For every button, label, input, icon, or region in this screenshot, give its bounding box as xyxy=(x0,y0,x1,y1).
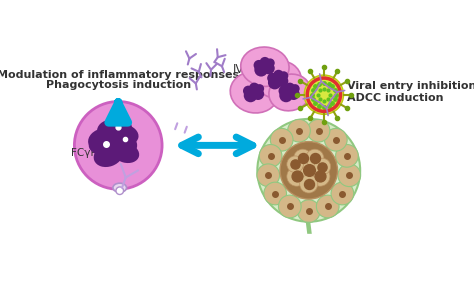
Circle shape xyxy=(279,71,288,80)
Circle shape xyxy=(314,158,331,175)
Circle shape xyxy=(254,60,264,71)
Ellipse shape xyxy=(109,124,138,146)
Circle shape xyxy=(249,83,260,93)
Ellipse shape xyxy=(112,143,139,163)
Circle shape xyxy=(288,88,300,100)
Circle shape xyxy=(276,75,288,87)
Ellipse shape xyxy=(269,74,311,111)
Ellipse shape xyxy=(256,61,301,98)
Ellipse shape xyxy=(88,128,121,152)
Circle shape xyxy=(265,58,275,67)
Circle shape xyxy=(325,128,347,151)
Circle shape xyxy=(279,89,293,102)
Circle shape xyxy=(291,84,300,93)
Circle shape xyxy=(260,57,270,67)
Circle shape xyxy=(244,89,257,102)
Text: Viral entry inhibition: Viral entry inhibition xyxy=(346,81,474,91)
Ellipse shape xyxy=(241,47,289,86)
Circle shape xyxy=(255,84,264,93)
Circle shape xyxy=(255,63,268,76)
Circle shape xyxy=(284,83,295,93)
Circle shape xyxy=(306,149,324,167)
Circle shape xyxy=(264,182,286,205)
Text: ADCC induction: ADCC induction xyxy=(346,93,443,103)
Circle shape xyxy=(307,119,330,142)
Circle shape xyxy=(263,62,275,74)
Circle shape xyxy=(288,119,310,142)
Ellipse shape xyxy=(95,130,137,161)
Circle shape xyxy=(331,182,354,205)
Circle shape xyxy=(116,187,124,195)
Circle shape xyxy=(338,164,361,187)
Circle shape xyxy=(74,101,162,189)
Circle shape xyxy=(267,73,278,84)
Circle shape xyxy=(316,195,339,218)
Circle shape xyxy=(298,160,319,181)
Circle shape xyxy=(310,166,330,186)
Ellipse shape xyxy=(89,136,113,154)
Ellipse shape xyxy=(113,183,127,192)
Circle shape xyxy=(270,128,293,151)
Circle shape xyxy=(279,86,289,96)
Circle shape xyxy=(252,88,264,100)
Circle shape xyxy=(297,200,320,222)
Circle shape xyxy=(278,195,301,218)
Circle shape xyxy=(268,76,282,89)
Circle shape xyxy=(287,166,307,186)
Circle shape xyxy=(257,164,280,187)
Circle shape xyxy=(257,119,360,222)
Circle shape xyxy=(280,142,337,199)
Circle shape xyxy=(304,75,344,114)
Circle shape xyxy=(243,86,254,96)
Text: FCγR: FCγR xyxy=(71,148,97,158)
Circle shape xyxy=(336,144,358,167)
Polygon shape xyxy=(306,222,312,234)
Ellipse shape xyxy=(108,118,132,136)
Ellipse shape xyxy=(97,120,124,141)
Text: Modulation of inflammatory responses: Modulation of inflammatory responses xyxy=(0,70,239,80)
Circle shape xyxy=(293,149,312,167)
Circle shape xyxy=(300,175,318,193)
Circle shape xyxy=(259,144,282,167)
Text: Phagocytosis induction: Phagocytosis induction xyxy=(46,80,191,90)
Circle shape xyxy=(287,156,303,173)
Circle shape xyxy=(273,70,284,80)
Ellipse shape xyxy=(94,143,123,167)
Text: IVIG: IVIG xyxy=(233,63,257,76)
Ellipse shape xyxy=(230,72,278,113)
